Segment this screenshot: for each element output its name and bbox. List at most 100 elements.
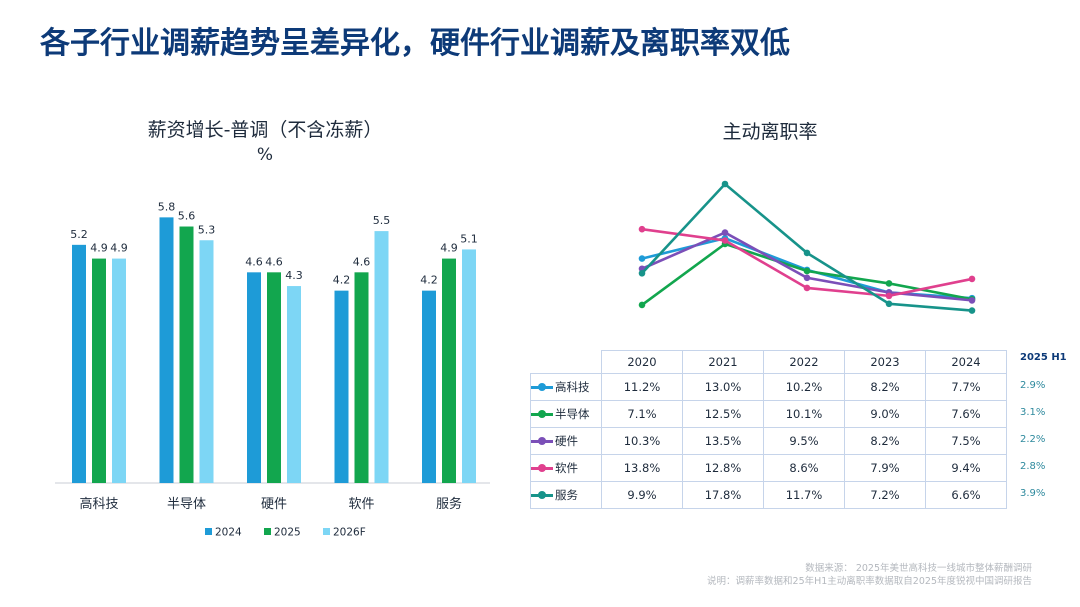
bar-chart-title: 薪资增长-普调（不含冻薪）	[147, 119, 383, 141]
table-cell: 11.7%	[763, 481, 845, 509]
legend-line-icon	[531, 410, 553, 418]
bar	[442, 258, 456, 483]
row-label: 硬件	[530, 427, 602, 455]
table-header-year: 2024	[925, 350, 1007, 374]
table-cell: 8.6%	[763, 454, 845, 482]
table-cell: 8.2%	[844, 427, 926, 455]
row-label: 软件	[530, 454, 602, 482]
legend-label: 2025	[274, 527, 301, 539]
bar-chart-unit: %	[256, 145, 274, 165]
table-cell: 6.6%	[925, 481, 1007, 509]
h1-value: 2.2%	[1020, 434, 1046, 445]
bar	[72, 244, 86, 483]
footnote-note: 说明：调薪率数据和25年H1主动离职率数据取自2025年度锐视中国调研报告	[707, 576, 1032, 587]
table-header-year: 2020	[601, 350, 683, 374]
h1-value: 2.9%	[1020, 380, 1046, 391]
page-title: 各子行业调薪趋势呈差异化，硬件行业调薪及离职率双低	[40, 26, 790, 61]
table-cell: 17.8%	[682, 481, 764, 509]
data-point	[721, 237, 729, 244]
table-row: 硬件 10.3% 13.5% 9.5% 8.2% 7.5%	[530, 427, 1007, 455]
bar-value-label: 5.8	[158, 200, 176, 213]
data-point	[968, 275, 976, 283]
h1-value: 3.9%	[1020, 488, 1046, 499]
legend-line-icon	[531, 464, 553, 472]
bar	[247, 272, 261, 483]
legend-swatch	[264, 528, 271, 535]
legend-label: 2026F	[333, 527, 366, 539]
table-cell: 9.9%	[601, 481, 683, 509]
row-label: 半导体	[530, 400, 602, 428]
table-cell: 7.5%	[925, 427, 1007, 455]
data-point	[885, 292, 893, 300]
table-row: 服务 9.9% 17.8% 11.7% 7.2% 6.6%	[530, 481, 1007, 509]
bar	[267, 272, 281, 483]
table-cell: 13.0%	[682, 373, 764, 401]
table-row: 半导体 7.1% 12.5% 10.1% 9.0% 7.6%	[530, 400, 1007, 428]
bar-value-label: 5.2	[70, 228, 88, 241]
legend-line-icon	[531, 491, 553, 499]
bar	[354, 272, 369, 483]
line-chart	[638, 180, 976, 314]
bar-value-label: 4.6	[265, 255, 283, 268]
bar-value-label: 4.2	[333, 274, 351, 287]
bar	[199, 240, 214, 483]
bar-value-label: 5.6	[178, 210, 196, 223]
x-tick-label: 半导体	[167, 497, 206, 512]
table-cell: 9.4%	[925, 454, 1007, 482]
data-point	[885, 280, 893, 287]
bar	[112, 258, 126, 483]
bar	[422, 290, 436, 483]
h1-value: 2.8%	[1020, 461, 1046, 472]
bar	[287, 286, 301, 483]
data-point	[803, 249, 811, 257]
data-point	[968, 307, 976, 314]
data-point	[803, 267, 811, 275]
data-point	[721, 229, 729, 236]
x-tick-label: 软件	[348, 497, 374, 512]
h1-value: 3.1%	[1020, 407, 1046, 418]
table-cell: 13.8%	[601, 454, 683, 482]
legend-label: 2024	[215, 527, 242, 539]
bar-value-label: 4.9	[90, 242, 108, 255]
table-cell: 12.5%	[682, 400, 764, 428]
footnote-source: 数据来源： 2025年美世高科技一线城市整体薪酬调研	[805, 563, 1032, 574]
table-cell: 7.7%	[925, 373, 1007, 401]
data-point	[638, 269, 646, 277]
legend-swatch	[205, 528, 212, 535]
table-cell: 7.1%	[601, 400, 683, 428]
bar-value-label: 5.3	[198, 223, 216, 236]
row-label: 服务	[530, 481, 602, 509]
data-point	[721, 180, 729, 188]
bar-value-label: 4.9	[440, 242, 458, 255]
bar	[159, 217, 174, 484]
table-row: 高科技 11.2% 13.0% 10.2% 8.2% 7.7%	[530, 373, 1007, 401]
table-cell: 12.8%	[682, 454, 764, 482]
table-cell: 10.3%	[601, 427, 683, 455]
table-cell: 10.2%	[763, 373, 845, 401]
data-point	[885, 300, 893, 308]
bar-value-label: 4.9	[110, 242, 128, 255]
table-cell: 11.2%	[601, 373, 683, 401]
table-cell: 7.6%	[925, 400, 1007, 428]
bar	[462, 249, 476, 483]
table-row: 软件 13.8% 12.8% 8.6% 7.9% 9.4%	[530, 454, 1007, 482]
bar-value-label: 4.6	[353, 255, 371, 268]
table-cell: 9.0%	[844, 400, 926, 428]
data-point	[638, 301, 646, 309]
data-point	[638, 255, 646, 262]
x-tick-label: 服务	[436, 496, 462, 512]
table-cell: 13.5%	[682, 427, 764, 455]
table-cell: 7.2%	[844, 481, 926, 509]
data-point	[803, 274, 811, 282]
x-tick-label: 高科技	[79, 496, 118, 512]
line-chart-title: 主动离职率	[722, 121, 818, 143]
h1-column-header: 2025 H1	[1020, 352, 1067, 363]
bar-value-label: 5.5	[373, 214, 391, 227]
bar	[334, 290, 349, 483]
table-cell: 10.1%	[763, 400, 845, 428]
legend-line-icon	[531, 383, 553, 391]
x-tick-label: 硬件	[261, 497, 287, 512]
table-header-year: 2023	[844, 350, 926, 374]
data-point	[968, 297, 976, 304]
